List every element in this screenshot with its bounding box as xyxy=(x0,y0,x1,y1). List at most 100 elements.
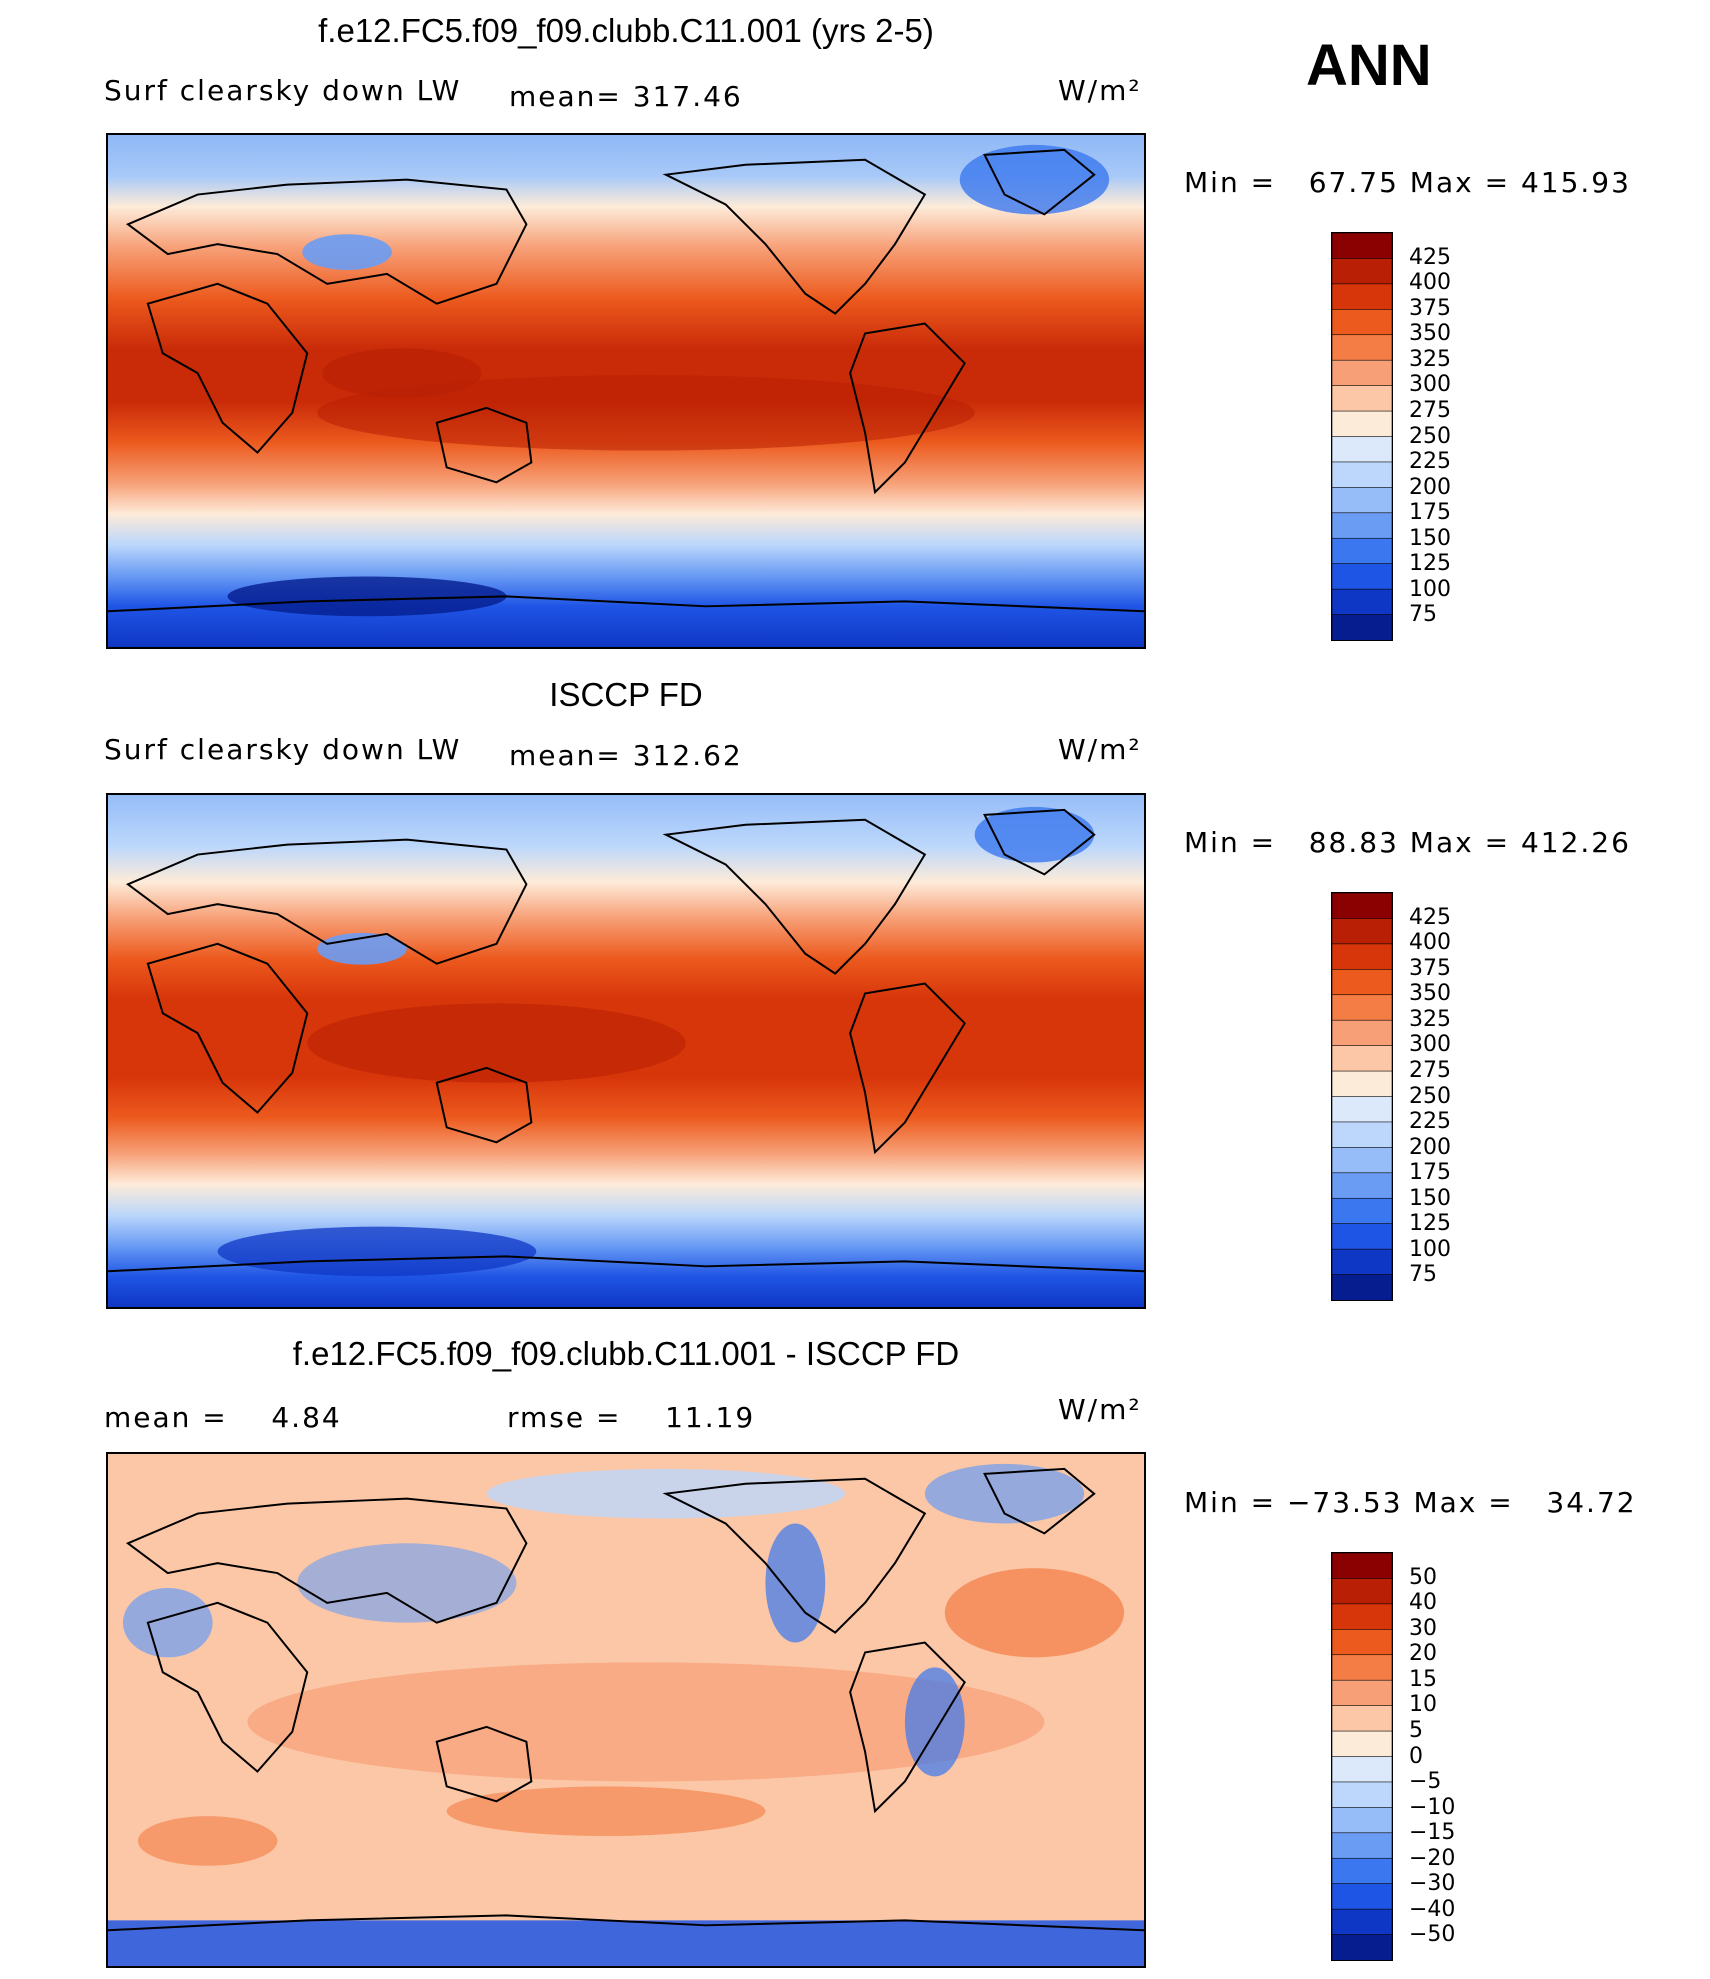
colorbar-tick-label: 250 xyxy=(1409,1083,1451,1109)
colorbar-bin xyxy=(1332,563,1392,590)
colorbar-tick-label: 375 xyxy=(1409,295,1451,321)
panel-2-mean: mean= 312.62 xyxy=(509,739,743,772)
colorbar-tick-label: 350 xyxy=(1409,321,1451,347)
colorbar-tick-label: 175 xyxy=(1409,500,1451,526)
colorbar-bin xyxy=(1332,1172,1392,1200)
colorbar-bin xyxy=(1332,994,1392,1021)
colorbar-tick-label: 125 xyxy=(1409,551,1451,577)
colorbar-bin xyxy=(1332,588,1392,616)
colorbar-tick-label: 30 xyxy=(1409,1615,1437,1641)
colorbar-bin xyxy=(1332,1248,1392,1276)
panel-1-variable: Surf clearsky down LW xyxy=(104,74,462,107)
colorbar-tick-label: 5 xyxy=(1409,1717,1423,1743)
colorbar-bin xyxy=(1332,1197,1392,1225)
colorbar-tick-label: 425 xyxy=(1409,904,1451,930)
colorbar-bin xyxy=(1332,1147,1392,1174)
colorbar-tick-label: −20 xyxy=(1409,1845,1456,1871)
colorbar-bin xyxy=(1332,614,1392,640)
panel-1-colorbar-svg xyxy=(1332,233,1392,640)
colorbar-tick-label: −40 xyxy=(1409,1896,1456,1922)
colorbar-bin xyxy=(1332,1045,1392,1072)
panel-1-min-max: Min = 67.75 Max = 415.93 xyxy=(1184,166,1631,199)
panel-3-rmse: rmse = 11.19 xyxy=(507,1401,756,1434)
colorbar-tick-label: 100 xyxy=(1409,1236,1451,1262)
colorbar-bin xyxy=(1332,1578,1392,1605)
colorbar-tick-label: 200 xyxy=(1409,474,1451,500)
colorbar-bin xyxy=(1332,1553,1392,1580)
colorbar-tick-label: 20 xyxy=(1409,1641,1437,1667)
colorbar-bin xyxy=(1332,487,1392,514)
colorbar-bin xyxy=(1332,512,1392,540)
colorbar-tick-label: 100 xyxy=(1409,576,1451,602)
colorbar-tick-label: −30 xyxy=(1409,1871,1456,1897)
colorbar-bin xyxy=(1332,1781,1392,1809)
colorbar-tick-label: −15 xyxy=(1409,1820,1456,1846)
colorbar-tick-label: 125 xyxy=(1409,1211,1451,1237)
colorbar-bin xyxy=(1332,969,1392,996)
panel-3-title: f.e12.FC5.f09_f09.clubb.C11.001 - ISCCP … xyxy=(292,1335,960,1372)
colorbar-tick-label: 325 xyxy=(1409,346,1451,372)
colorbar-tick-label: 300 xyxy=(1409,1032,1451,1058)
colorbar-bin xyxy=(1332,436,1392,463)
colorbar-bin xyxy=(1332,359,1392,387)
colorbar-tick-label: 425 xyxy=(1409,244,1451,270)
panel-2-map-svg xyxy=(108,795,1144,1307)
colorbar-bin xyxy=(1332,1857,1392,1885)
colorbar-bin xyxy=(1332,233,1392,260)
panel-2-colorbar-svg xyxy=(1332,893,1392,1300)
colorbar-bin xyxy=(1332,537,1392,565)
panel-2-colorbar xyxy=(1331,892,1393,1301)
colorbar-bin xyxy=(1332,1908,1392,1936)
colorbar-tick-label: 200 xyxy=(1409,1134,1451,1160)
colorbar-tick-label: 150 xyxy=(1409,525,1451,551)
colorbar-bin xyxy=(1332,1070,1392,1098)
colorbar-bin xyxy=(1332,1223,1392,1250)
colorbar-bin xyxy=(1332,258,1392,285)
colorbar-tick-label: 300 xyxy=(1409,372,1451,398)
panel-2-min-max: Min = 88.83 Max = 412.26 xyxy=(1184,826,1631,859)
colorbar-bin xyxy=(1332,1705,1392,1732)
colorbar-tick-label: 75 xyxy=(1409,602,1437,628)
colorbar-tick-label: 150 xyxy=(1409,1185,1451,1211)
colorbar-tick-label: 275 xyxy=(1409,1057,1451,1083)
panel-3-min-max: Min = −73.53 Max = 34.72 xyxy=(1184,1486,1637,1519)
colorbar-bin xyxy=(1332,1730,1392,1758)
colorbar-tick-label: 10 xyxy=(1409,1692,1437,1718)
panel-1-map xyxy=(106,133,1146,649)
colorbar-tick-label: 15 xyxy=(1409,1666,1437,1692)
colorbar-tick-label: 75 xyxy=(1409,1262,1437,1288)
panel-1-title: f.e12.FC5.f09_f09.clubb.C11.001 (yrs 2-5… xyxy=(318,12,934,49)
panel-1-units: W/m² xyxy=(1058,74,1142,107)
colorbar-tick-label: 250 xyxy=(1409,423,1451,449)
panel-2-units: W/m² xyxy=(1058,733,1142,766)
colorbar-bin xyxy=(1332,1654,1392,1681)
colorbar-bin xyxy=(1332,334,1392,361)
colorbar-bin xyxy=(1332,461,1392,489)
colorbar-tick-label: 375 xyxy=(1409,955,1451,981)
colorbar-bin xyxy=(1332,893,1392,920)
colorbar-tick-label: 0 xyxy=(1409,1743,1423,1769)
panel-2-map xyxy=(106,793,1146,1309)
colorbar-bin xyxy=(1332,385,1392,412)
panel-3-colorbar xyxy=(1331,1552,1393,1961)
panel-3-mean: mean = 4.84 xyxy=(104,1401,342,1434)
season-label: ANN xyxy=(1306,33,1432,98)
colorbar-bin xyxy=(1332,918,1392,945)
colorbar-tick-label: 225 xyxy=(1409,1109,1451,1135)
colorbar-bin xyxy=(1332,410,1392,438)
colorbar-bin xyxy=(1332,1629,1392,1656)
colorbar-tick-label: 325 xyxy=(1409,1006,1451,1032)
colorbar-tick-label: 350 xyxy=(1409,981,1451,1007)
colorbar-bin xyxy=(1332,1883,1392,1910)
colorbar-bin xyxy=(1332,1756,1392,1783)
colorbar-tick-label: −5 xyxy=(1409,1769,1442,1795)
panel-3-map xyxy=(106,1452,1146,1968)
colorbar-tick-label: −10 xyxy=(1409,1794,1456,1820)
colorbar-bin xyxy=(1332,283,1392,311)
colorbar-tick-label: 40 xyxy=(1409,1590,1437,1616)
panel-1-mean: mean= 317.46 xyxy=(509,80,743,113)
colorbar-bin xyxy=(1332,1274,1392,1300)
colorbar-tick-label: 400 xyxy=(1409,270,1451,296)
colorbar-tick-label: −50 xyxy=(1409,1922,1456,1948)
colorbar-tick-label: 225 xyxy=(1409,449,1451,475)
